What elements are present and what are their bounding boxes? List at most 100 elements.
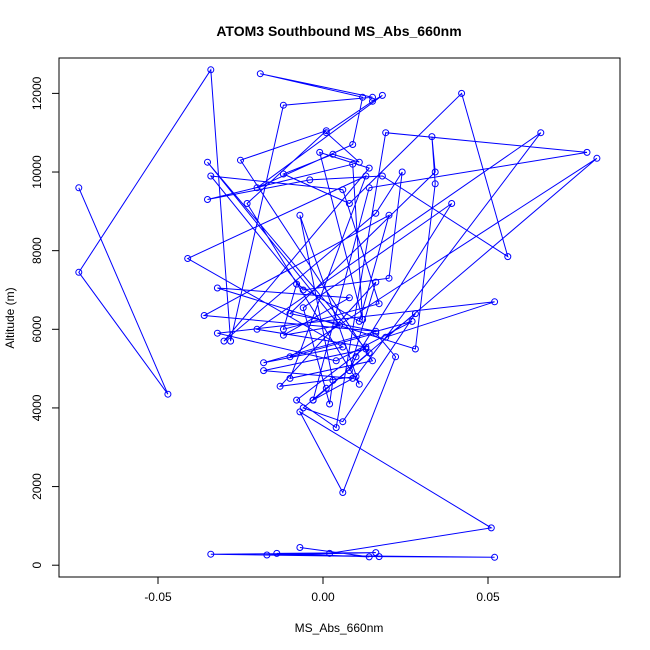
data-point <box>487 524 495 532</box>
data-point <box>184 255 192 262</box>
data-point <box>296 544 304 551</box>
data-point <box>345 200 353 207</box>
data-point <box>326 549 334 557</box>
data-point <box>355 380 363 388</box>
data-point <box>369 97 376 105</box>
data-point <box>385 211 393 219</box>
data-point <box>372 549 380 557</box>
data-point <box>227 337 235 345</box>
x-tick-label: -0.05 <box>144 590 172 604</box>
data-point <box>276 382 284 390</box>
y-axis: 0 2000 4000 6000 8000 10000 12000 <box>30 76 60 569</box>
data-point <box>339 343 347 351</box>
data-point <box>382 333 390 341</box>
data-point <box>253 184 261 192</box>
data-point <box>428 133 436 141</box>
data-point <box>329 376 337 384</box>
data-point <box>260 359 268 367</box>
data-point <box>411 345 419 353</box>
data-point <box>359 93 367 101</box>
data-point <box>273 549 281 557</box>
data-point <box>382 129 390 137</box>
x-axis: -0.05 0.00 0.05 <box>144 576 500 604</box>
data-point <box>378 172 386 180</box>
data-point <box>339 489 347 496</box>
data-point <box>372 278 380 286</box>
x-tick-label: 0.05 <box>476 590 500 604</box>
data-point <box>362 343 370 351</box>
series-layer <box>75 66 601 561</box>
data-point <box>332 357 340 365</box>
y-tick-label: 12000 <box>30 76 44 110</box>
data-point <box>375 300 383 308</box>
series-line <box>78 68 598 558</box>
data-point <box>491 553 499 561</box>
x-tick-label: 0.00 <box>311 590 335 604</box>
data-point <box>339 186 347 194</box>
data-point <box>411 310 419 318</box>
data-point <box>349 141 357 148</box>
data-point <box>583 148 591 156</box>
data-point <box>458 89 466 97</box>
data-point <box>306 176 314 184</box>
data-point <box>296 211 304 219</box>
data-point <box>369 357 376 365</box>
data-point <box>293 396 301 404</box>
data-point <box>362 172 370 180</box>
data-point <box>349 160 357 168</box>
data-point <box>279 101 287 109</box>
data-point <box>296 408 304 416</box>
data-point <box>256 70 264 78</box>
data-point <box>365 164 373 172</box>
data-point <box>299 286 307 294</box>
data-point <box>75 268 83 276</box>
chart-title: ATOM3 Southbound MS_Abs_660nm <box>216 23 461 39</box>
data-point <box>207 550 215 558</box>
data-point <box>279 331 287 339</box>
data-point <box>243 200 251 207</box>
data-point <box>431 168 439 176</box>
data-point <box>372 327 380 335</box>
data-point <box>322 384 330 392</box>
data-point <box>75 184 83 192</box>
data-point <box>332 424 340 432</box>
data-point <box>286 374 294 382</box>
data-point <box>207 172 215 180</box>
data-point <box>322 129 330 137</box>
y-tick-label: 2000 <box>30 473 44 500</box>
data-point <box>220 337 228 345</box>
data-point <box>504 253 512 261</box>
data-point <box>365 349 373 357</box>
data-point <box>200 312 208 319</box>
data-point <box>237 156 244 164</box>
y-tick-label: 8000 <box>30 237 44 264</box>
data-point <box>385 274 393 282</box>
data-point <box>355 317 363 325</box>
y-axis-label: Altitude (m) <box>3 287 17 348</box>
data-point <box>204 196 211 203</box>
data-point <box>365 184 373 192</box>
data-point <box>213 284 221 292</box>
data-point <box>204 158 211 166</box>
y-tick-label: 0 <box>30 562 44 569</box>
y-tick-label: 4000 <box>30 394 44 421</box>
data-point <box>322 127 330 135</box>
data-point <box>365 553 373 561</box>
data-point <box>286 353 294 361</box>
data-point <box>309 396 317 404</box>
data-point <box>279 170 287 178</box>
data-point <box>213 329 221 337</box>
data-point <box>537 129 545 137</box>
data-point <box>345 367 353 375</box>
data-point <box>398 168 406 176</box>
data-point <box>336 321 343 329</box>
data-point <box>253 325 261 333</box>
data-point <box>491 298 499 306</box>
data-point <box>207 66 215 74</box>
data-point <box>263 551 271 559</box>
data-point <box>352 373 360 380</box>
data-point <box>372 209 380 217</box>
data-point <box>448 200 456 207</box>
data-point <box>355 158 363 166</box>
